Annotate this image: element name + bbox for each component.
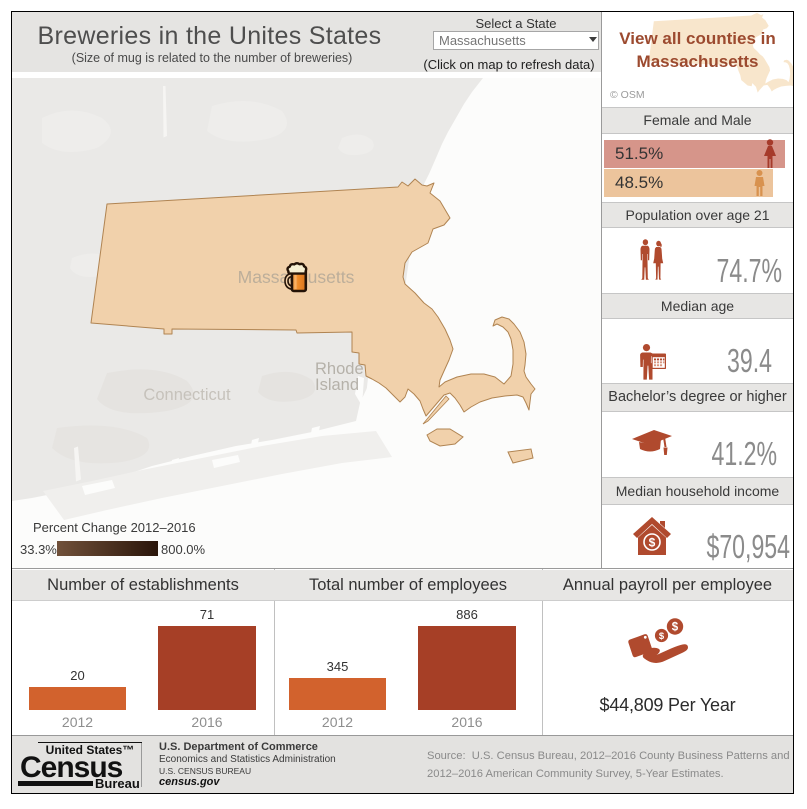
svg-text:Connecticut: Connecticut bbox=[143, 386, 231, 404]
svg-text:$: $ bbox=[649, 536, 656, 550]
svg-text:$: $ bbox=[672, 622, 679, 634]
svg-text:$: $ bbox=[659, 631, 665, 642]
svg-text:Rhode: Rhode bbox=[315, 360, 364, 378]
svg-text:Island: Island bbox=[315, 376, 359, 394]
